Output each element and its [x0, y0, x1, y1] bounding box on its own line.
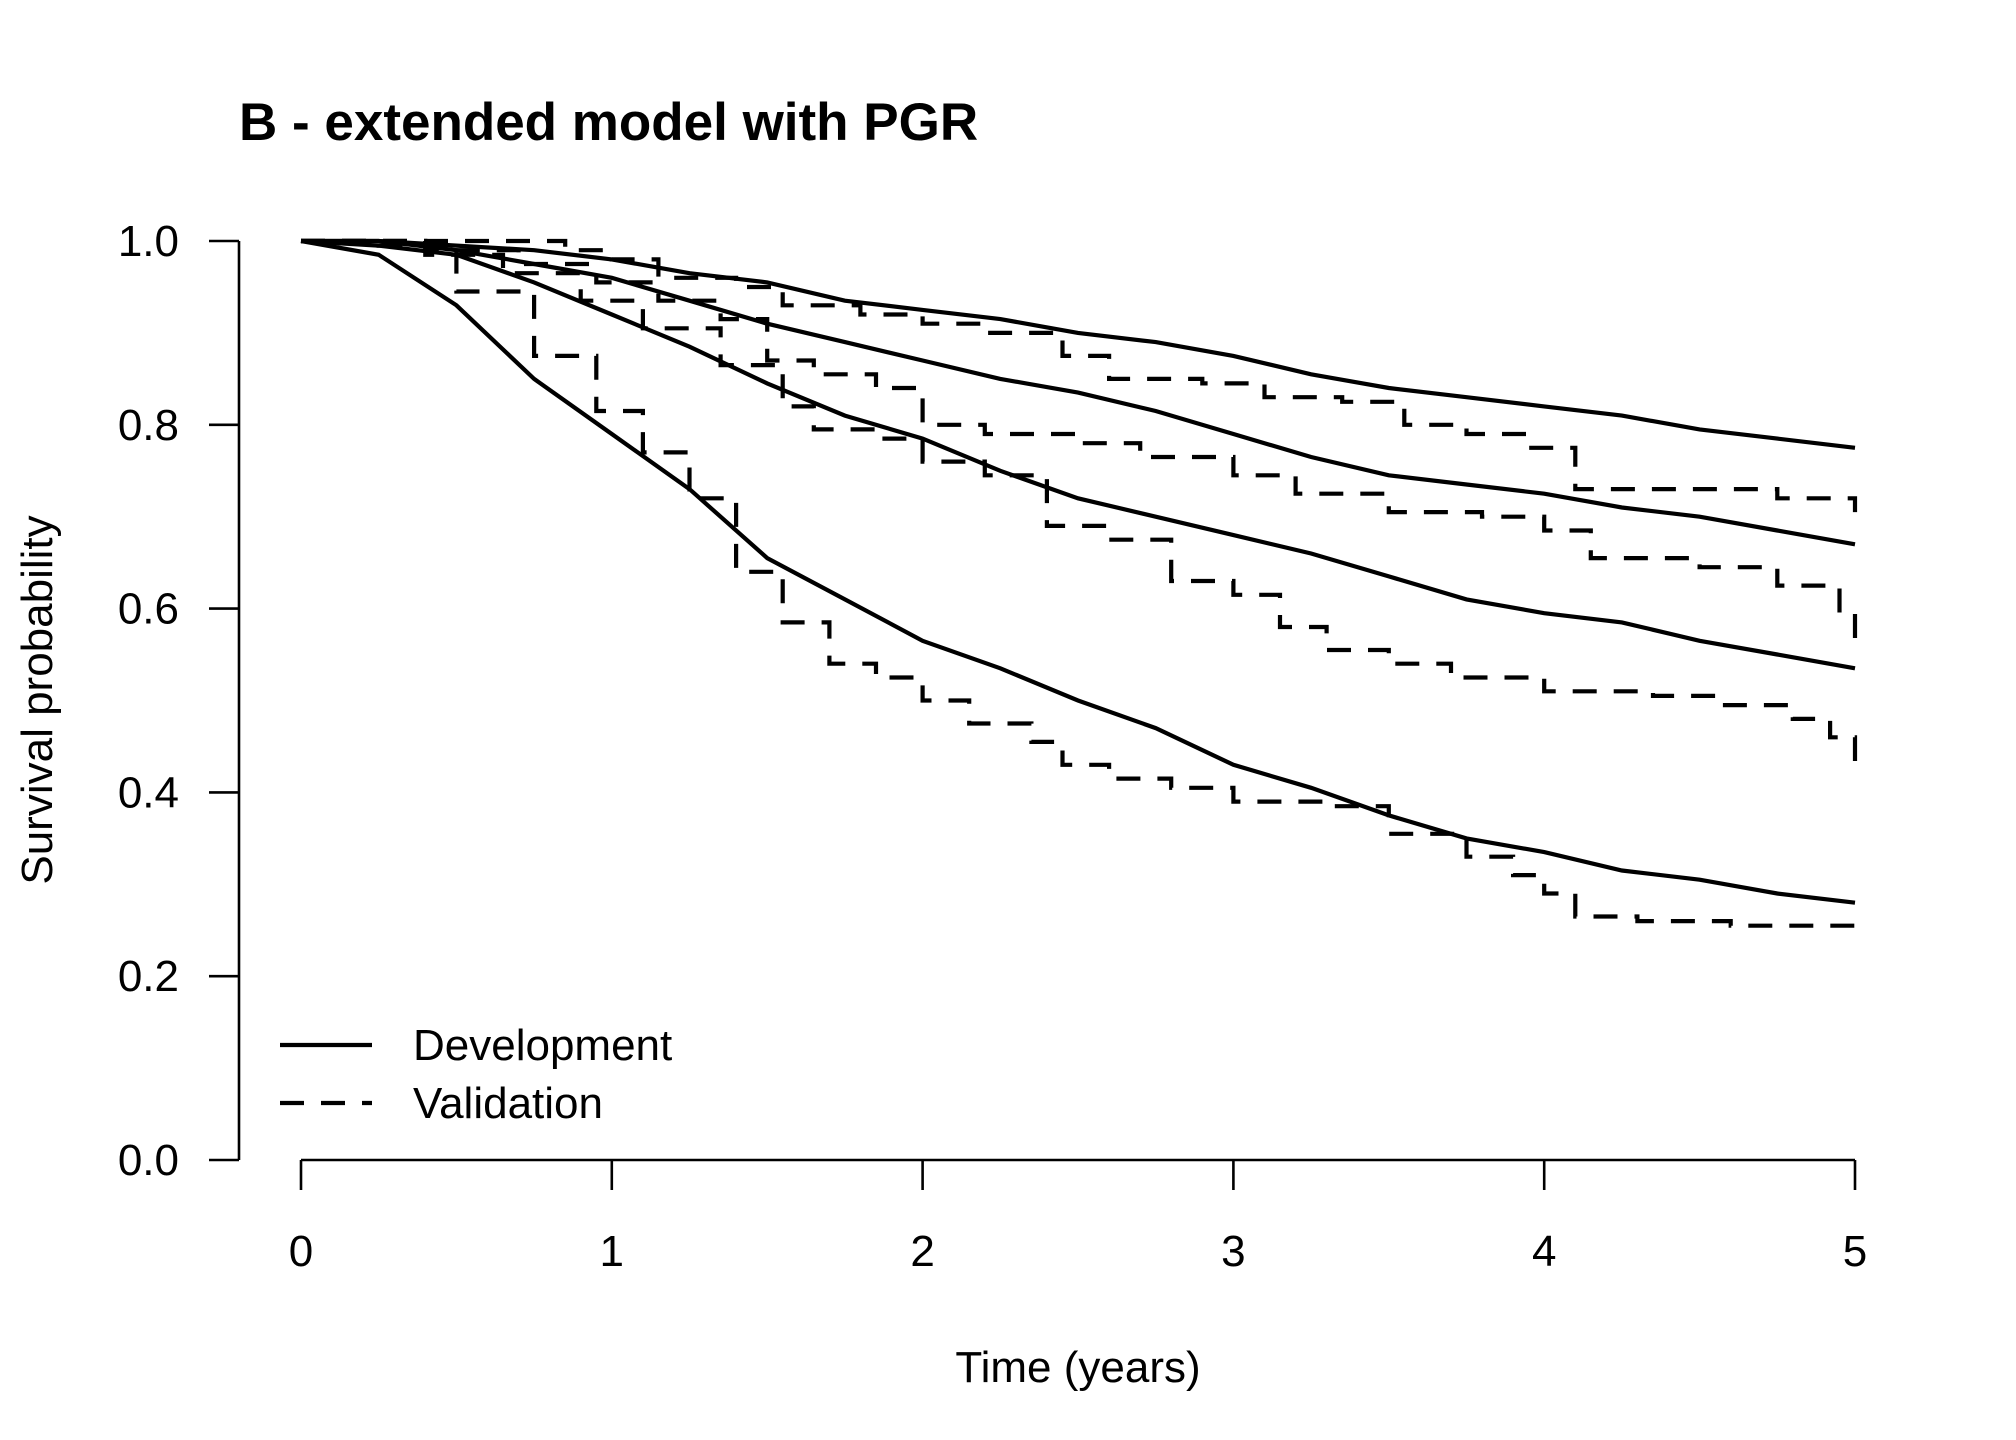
validation-curve-group-4 — [301, 238, 1855, 928]
legend: Development Validation — [280, 1021, 672, 1128]
x-ticks: 0 1 2 3 4 5 — [289, 1160, 1867, 1276]
y-tick-label: 1.0 — [118, 217, 179, 266]
y-tick-label: 0.2 — [118, 952, 179, 1001]
chart-title: B - extended model with PGR — [239, 93, 978, 152]
survival-curves — [300, 238, 1858, 928]
validation-curve-group-3 — [301, 238, 1858, 774]
axes: 0.0 0.2 0.4 0.6 0.8 1.0 0 1 2 3 4 5 — [118, 217, 1867, 1276]
y-tick-label: 0.0 — [118, 1136, 179, 1185]
development-curve-group-4 — [300, 238, 1856, 905]
x-tick-label: 0 — [289, 1227, 313, 1276]
y-tick-label: 0.4 — [118, 768, 179, 817]
y-axis-label: Survival probability — [13, 515, 62, 884]
legend-validation-label: Validation — [413, 1079, 603, 1128]
development-curve-group-3 — [300, 238, 1856, 671]
x-axis-label: Time (years) — [955, 1343, 1200, 1392]
x-tick-label: 5 — [1843, 1227, 1867, 1276]
y-tick-label: 0.6 — [118, 585, 179, 634]
x-tick-label: 2 — [910, 1227, 934, 1276]
y-tick-label: 0.8 — [118, 401, 179, 450]
development-curve-group-2 — [301, 238, 1856, 547]
validation-curve-group-1 — [301, 238, 1858, 513]
legend-development-label: Development — [413, 1021, 672, 1070]
x-tick-label: 3 — [1221, 1227, 1245, 1276]
development-curve-group-1 — [301, 238, 1856, 450]
y-ticks: 0.0 0.2 0.4 0.6 0.8 1.0 — [118, 217, 239, 1185]
x-tick-label: 4 — [1532, 1227, 1556, 1276]
x-tick-label: 1 — [600, 1227, 624, 1276]
